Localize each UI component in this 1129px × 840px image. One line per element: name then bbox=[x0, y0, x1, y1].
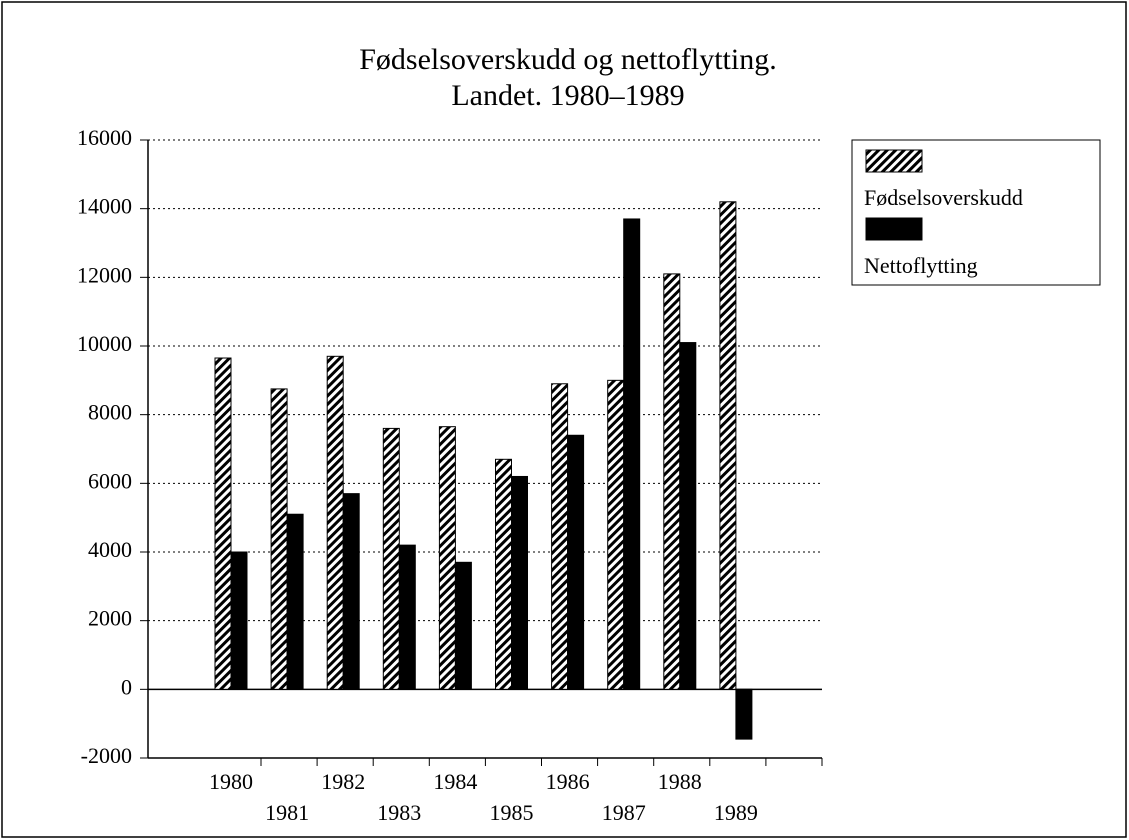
bar bbox=[511, 475, 528, 690]
y-tick-label: -2000 bbox=[81, 743, 132, 768]
bar bbox=[663, 273, 681, 690]
bar bbox=[270, 388, 288, 690]
bar bbox=[735, 688, 753, 740]
bar bbox=[719, 201, 737, 690]
x-tick-label: 1980 bbox=[209, 769, 253, 794]
bar bbox=[342, 493, 360, 690]
x-tick-label: 1984 bbox=[433, 769, 477, 794]
chart-title: Fødselsoverskudd og nettoflytting. bbox=[359, 43, 776, 76]
chart-subtitle: Landet. 1980–1989 bbox=[451, 79, 684, 112]
legend-swatch bbox=[865, 149, 923, 173]
bar bbox=[495, 458, 512, 690]
bar bbox=[286, 513, 304, 690]
x-tick-label: 1988 bbox=[658, 769, 702, 794]
y-tick-label: 12000 bbox=[77, 262, 132, 287]
legend-swatch bbox=[865, 217, 923, 241]
bar bbox=[214, 357, 232, 690]
y-tick-label: 10000 bbox=[77, 331, 132, 356]
bar bbox=[230, 551, 248, 690]
bar bbox=[567, 434, 585, 690]
x-tick-label: 1983 bbox=[377, 800, 421, 825]
y-tick-label: 0 bbox=[121, 674, 132, 699]
bar bbox=[679, 342, 697, 690]
bar bbox=[551, 383, 569, 690]
x-tick-label: 1981 bbox=[265, 800, 309, 825]
x-tick-label: 1986 bbox=[546, 769, 590, 794]
bar bbox=[326, 355, 344, 690]
bar bbox=[607, 379, 625, 690]
x-tick-label: 1985 bbox=[490, 800, 534, 825]
bar bbox=[623, 218, 641, 690]
x-tick-label: 1987 bbox=[602, 800, 646, 825]
bar bbox=[398, 544, 416, 690]
y-tick-label: 16000 bbox=[77, 125, 132, 150]
y-tick-label: 6000 bbox=[88, 468, 132, 493]
y-tick-label: 4000 bbox=[88, 537, 132, 562]
legend-label: Fødselsoverskudd bbox=[864, 185, 1023, 210]
bar bbox=[454, 561, 472, 690]
legend-label: Nettoflytting bbox=[864, 253, 978, 278]
y-tick-label: 14000 bbox=[77, 194, 132, 219]
legend-box bbox=[851, 139, 1101, 286]
x-tick-label: 1982 bbox=[321, 769, 365, 794]
y-tick-label: 2000 bbox=[88, 606, 132, 631]
bar bbox=[382, 427, 400, 690]
y-tick-label: 8000 bbox=[88, 400, 132, 425]
bar bbox=[438, 426, 456, 690]
x-tick-label: 1989 bbox=[714, 800, 758, 825]
